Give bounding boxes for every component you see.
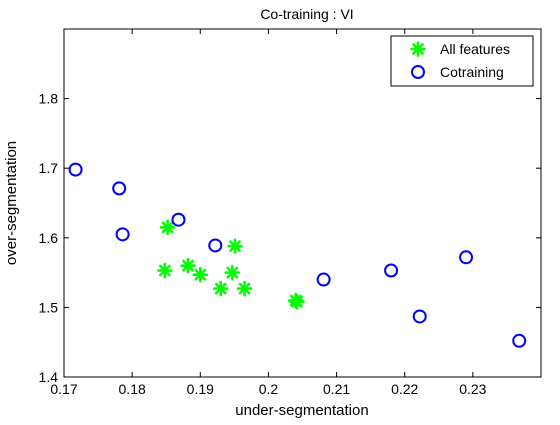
data-points: [68, 162, 527, 348]
point-cotraining: [316, 272, 331, 287]
point-cotraining: [68, 162, 83, 177]
legend-label-cotraining: Cotraining: [440, 64, 504, 80]
x-tick-label: 0.18: [119, 381, 146, 397]
point-all-features: [227, 238, 243, 254]
y-tick-label: 1.8: [39, 91, 59, 107]
point-all-features: [289, 294, 305, 310]
x-axis-label: under-segmentation: [235, 402, 368, 419]
x-tick-label: 0.17: [50, 381, 77, 397]
point-cotraining: [512, 333, 527, 348]
asterisk-stroke: [182, 259, 194, 272]
x-tick-label: 0.2: [259, 381, 279, 397]
asterisk-stroke: [158, 264, 171, 277]
plot-frame: [63, 28, 542, 378]
x-tick-label: 0.19: [187, 381, 214, 397]
asterisk-stroke: [412, 43, 424, 55]
point-all-features: [212, 280, 229, 297]
point-cotraining: [208, 238, 223, 253]
x-tick-label: 0.21: [323, 381, 350, 397]
asterisk-stroke: [226, 266, 239, 279]
point-all-features: [192, 266, 209, 283]
y-axis-label: over-segmentation: [3, 141, 20, 265]
y-tick-label: 1.7: [39, 160, 59, 176]
y-tick-label: 1.4: [39, 369, 59, 385]
y-tick-label: 1.6: [39, 230, 59, 246]
asterisk-stroke: [161, 221, 174, 234]
legend-label-all-features: All features: [440, 41, 510, 57]
x-tick-label: 0.23: [459, 381, 486, 397]
x-tick-label: 0.22: [391, 381, 418, 397]
asterisk-stroke: [194, 268, 207, 281]
point-all-features: [157, 262, 173, 279]
point-cotraining: [171, 212, 186, 227]
point-cotraining: [459, 250, 474, 265]
point-cotraining: [112, 181, 127, 196]
chart-title: Co-training : VI: [260, 6, 353, 22]
asterisk-stroke: [229, 240, 241, 253]
asterisk-stroke: [214, 282, 227, 295]
point-all-features: [224, 264, 241, 281]
asterisk-stroke: [238, 282, 251, 295]
point-all-features: [236, 280, 253, 297]
point-all-features: [159, 219, 176, 236]
legend-marker-all-features: [410, 41, 426, 57]
point-cotraining: [384, 263, 399, 278]
point-cotraining: [115, 227, 130, 242]
legend: All features Cotraining: [390, 35, 534, 87]
legend-marker-cotraining: [411, 65, 425, 79]
plot-area-border: [63, 28, 542, 378]
asterisk-stroke: [291, 295, 303, 308]
axis-ticks: 0.17 0.18 0.19 0.2 0.21 0.22 0.23 1.4 1.5 1.6 1.7 1…: [39, 29, 541, 397]
point-cotraining: [412, 309, 427, 324]
y-tick-label: 1.5: [39, 299, 59, 315]
point-all-features: [180, 257, 196, 274]
